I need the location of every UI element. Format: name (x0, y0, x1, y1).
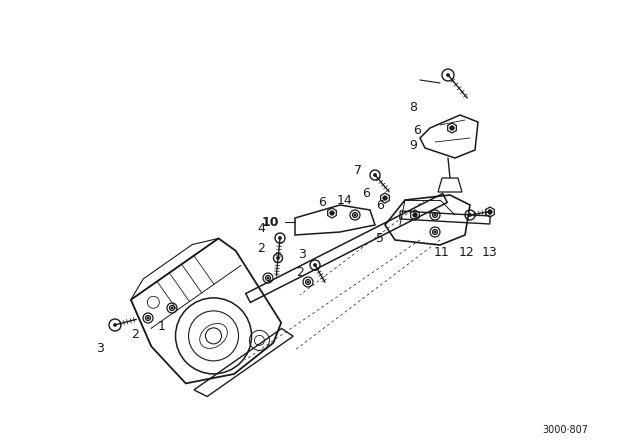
Circle shape (171, 307, 173, 309)
Circle shape (488, 210, 492, 214)
Text: 5: 5 (376, 232, 384, 245)
Circle shape (147, 317, 149, 319)
Circle shape (330, 211, 334, 215)
Text: 8: 8 (409, 100, 417, 113)
Text: 14: 14 (337, 194, 353, 207)
Circle shape (113, 323, 116, 327)
Circle shape (354, 214, 356, 216)
Text: 6: 6 (318, 195, 326, 208)
Text: 3000·807: 3000·807 (542, 425, 588, 435)
Text: 3: 3 (298, 247, 306, 260)
Circle shape (374, 173, 376, 177)
Circle shape (383, 196, 387, 200)
Text: 3: 3 (96, 341, 104, 354)
Circle shape (278, 237, 282, 240)
Circle shape (314, 263, 317, 267)
Circle shape (434, 231, 436, 233)
Text: 6: 6 (376, 198, 384, 211)
Circle shape (276, 257, 280, 259)
Text: 1: 1 (158, 319, 166, 332)
Text: 2: 2 (296, 266, 304, 279)
Circle shape (307, 281, 309, 283)
Circle shape (434, 214, 436, 216)
Text: 11: 11 (434, 246, 450, 258)
Text: 10: 10 (261, 215, 279, 228)
Circle shape (447, 73, 449, 77)
Text: 6: 6 (413, 124, 421, 137)
Text: 2: 2 (257, 241, 265, 254)
Circle shape (450, 126, 454, 130)
Circle shape (267, 277, 269, 279)
Text: 7: 7 (354, 164, 362, 177)
Circle shape (413, 213, 417, 217)
Text: 6: 6 (362, 186, 370, 199)
Text: 4: 4 (257, 221, 265, 234)
Text: 12: 12 (459, 246, 475, 258)
Text: 13: 13 (482, 246, 498, 258)
Circle shape (468, 214, 472, 216)
Text: 9: 9 (409, 138, 417, 151)
Text: 2: 2 (131, 327, 139, 340)
